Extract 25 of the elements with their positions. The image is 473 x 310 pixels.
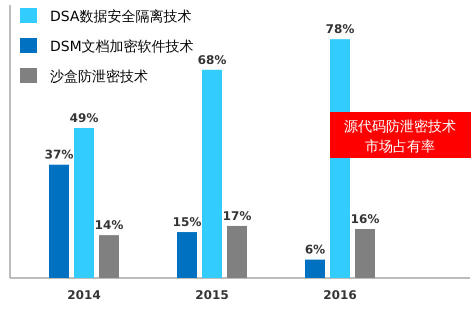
bar bbox=[99, 235, 119, 278]
bar bbox=[49, 164, 69, 278]
data-label: 15% bbox=[172, 215, 202, 230]
data-label: 68% bbox=[198, 52, 226, 67]
legend-label: 沙盒防泄密技术 bbox=[50, 69, 148, 85]
x-tick-label: 2015 bbox=[195, 288, 229, 302]
bar bbox=[177, 232, 197, 278]
bar bbox=[305, 260, 325, 278]
legend-label: DSA数据安全隔离技术 bbox=[50, 9, 192, 25]
data-label: 78% bbox=[326, 22, 354, 36]
data-label: 6% bbox=[304, 242, 326, 257]
annotation: 市场占有率 bbox=[365, 139, 435, 155]
annotation: 源代码防泄密技术 bbox=[344, 119, 456, 135]
data-label: 49% bbox=[70, 110, 98, 125]
data-label: 17% bbox=[222, 208, 252, 223]
data-label: 37% bbox=[44, 148, 74, 162]
x-tick-label: 2016 bbox=[323, 288, 357, 302]
x-tick-label: 2014 bbox=[67, 288, 101, 302]
bar bbox=[355, 229, 375, 278]
bar bbox=[227, 226, 247, 278]
data-label: 16% bbox=[350, 212, 380, 226]
bar bbox=[74, 128, 94, 278]
data-label: 14% bbox=[94, 218, 124, 232]
bar bbox=[202, 70, 222, 278]
legend-label: DSM文档加密软件技术 bbox=[50, 39, 194, 55]
